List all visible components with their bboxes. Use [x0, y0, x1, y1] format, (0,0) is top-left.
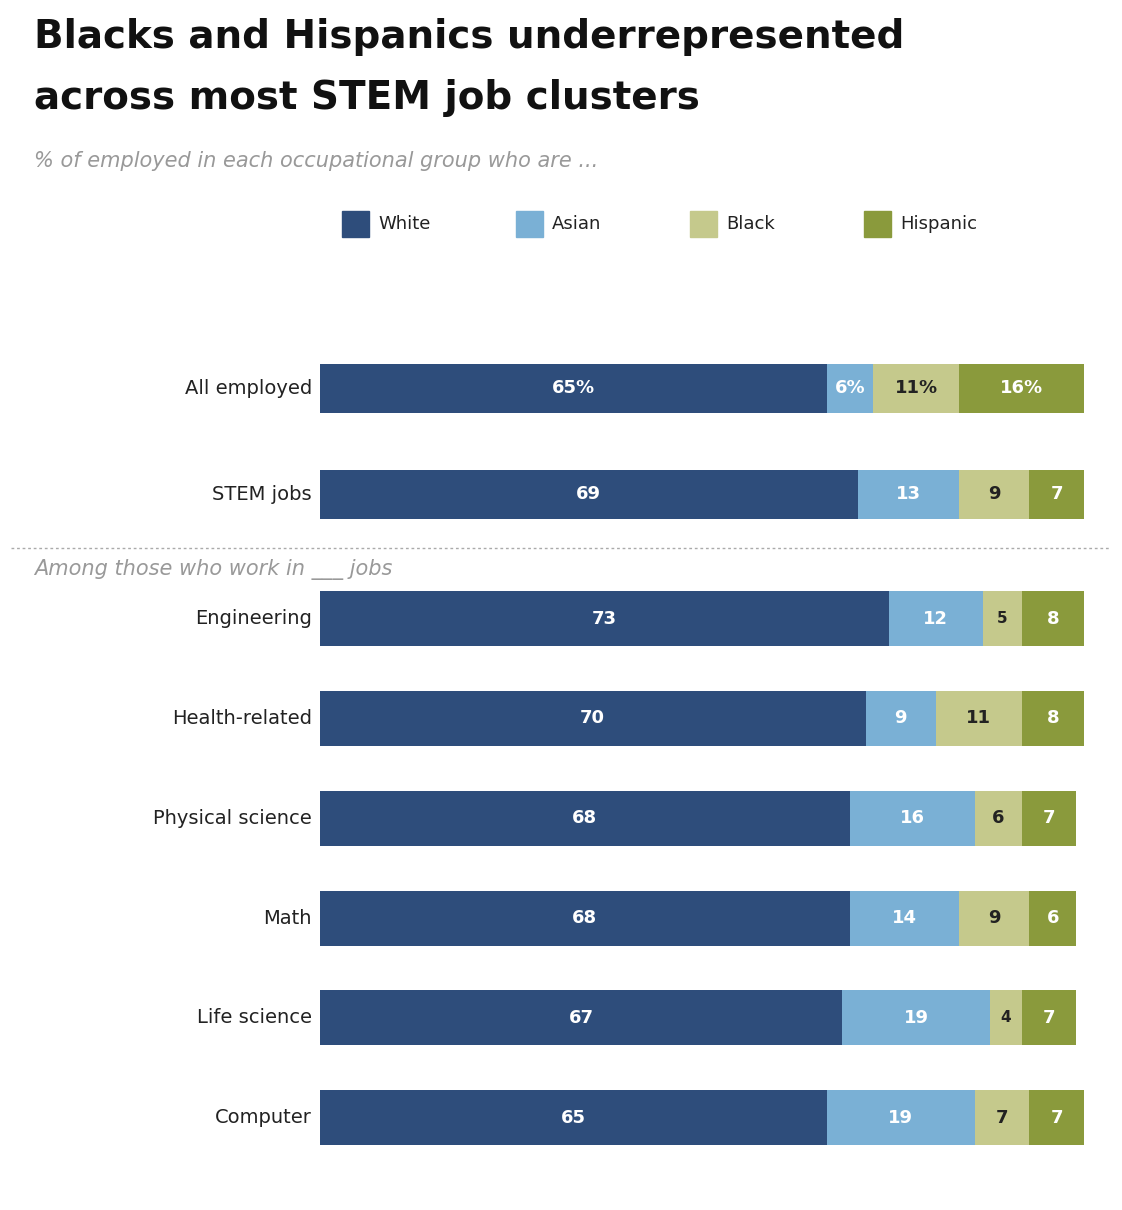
Text: 13: 13 — [896, 485, 921, 503]
Text: 7: 7 — [1050, 1108, 1063, 1127]
Text: 6: 6 — [992, 809, 1004, 828]
Bar — [1029, 891, 1076, 945]
Text: 8: 8 — [1047, 610, 1059, 628]
Text: Physical science: Physical science — [154, 808, 312, 828]
Bar — [320, 691, 865, 745]
Text: Blacks and Hispanics underrepresented: Blacks and Hispanics underrepresented — [34, 18, 904, 56]
Bar — [959, 891, 1029, 945]
Text: 16: 16 — [900, 809, 925, 828]
Bar — [1029, 1090, 1084, 1145]
Text: 7: 7 — [996, 1108, 1009, 1127]
Bar — [975, 1090, 1029, 1145]
Bar — [827, 1090, 975, 1145]
Text: Health-related: Health-related — [172, 709, 312, 728]
Bar — [320, 791, 850, 846]
Bar — [959, 469, 1029, 519]
Bar — [827, 364, 873, 413]
Bar — [975, 791, 1021, 846]
Text: 4: 4 — [1001, 1010, 1011, 1025]
Text: 14: 14 — [892, 909, 917, 927]
Text: 68: 68 — [572, 909, 597, 927]
Bar — [858, 469, 959, 519]
Text: 65: 65 — [561, 1108, 586, 1127]
Text: Engineering: Engineering — [195, 609, 312, 628]
Bar — [843, 991, 991, 1045]
Text: STEM jobs: STEM jobs — [212, 485, 312, 503]
Text: 6: 6 — [1047, 909, 1059, 927]
Text: Black: Black — [726, 215, 774, 232]
Bar — [991, 991, 1021, 1045]
Text: 68: 68 — [572, 809, 597, 828]
Text: 7: 7 — [1050, 485, 1063, 503]
Text: 69: 69 — [577, 485, 601, 503]
Text: Math: Math — [264, 909, 312, 928]
Text: 12: 12 — [923, 610, 948, 628]
Text: Among those who work in ___ jobs: Among those who work in ___ jobs — [34, 559, 392, 580]
Bar — [320, 592, 889, 646]
Bar — [850, 791, 975, 846]
Bar — [320, 891, 850, 945]
Text: 8: 8 — [1047, 709, 1059, 727]
Text: Life science: Life science — [197, 1008, 312, 1027]
Bar — [983, 592, 1021, 646]
Text: Computer: Computer — [215, 1108, 312, 1128]
Text: 9: 9 — [988, 485, 1001, 503]
Text: 9: 9 — [988, 909, 1001, 927]
Text: 6%: 6% — [835, 380, 865, 397]
Text: % of employed in each occupational group who are ...: % of employed in each occupational group… — [34, 151, 598, 172]
Text: 67: 67 — [569, 1009, 594, 1027]
Bar — [320, 991, 843, 1045]
Text: White: White — [378, 215, 431, 232]
Bar — [1021, 791, 1076, 846]
Text: 7: 7 — [1042, 1009, 1055, 1027]
Text: across most STEM job clusters: across most STEM job clusters — [34, 79, 699, 116]
Bar — [320, 469, 858, 519]
Bar — [936, 691, 1021, 745]
Text: 16%: 16% — [1000, 380, 1043, 397]
Text: 7: 7 — [1042, 809, 1055, 828]
Text: 19: 19 — [904, 1009, 929, 1027]
Bar — [873, 364, 959, 413]
Text: Hispanic: Hispanic — [900, 215, 977, 232]
Bar — [865, 691, 936, 745]
Text: 5: 5 — [996, 611, 1008, 626]
Bar — [1021, 991, 1076, 1045]
Bar — [850, 891, 959, 945]
Bar — [959, 364, 1084, 413]
Text: 11: 11 — [966, 709, 991, 727]
Text: 9: 9 — [894, 709, 907, 727]
Bar — [1029, 469, 1084, 519]
Bar — [320, 364, 827, 413]
Text: 73: 73 — [592, 610, 617, 628]
Bar — [1021, 691, 1084, 745]
Text: 65%: 65% — [552, 380, 595, 397]
Text: 11%: 11% — [894, 380, 938, 397]
Bar — [889, 592, 983, 646]
Text: 19: 19 — [889, 1108, 913, 1127]
Text: 70: 70 — [580, 709, 605, 727]
Text: Asian: Asian — [552, 215, 601, 232]
Bar — [1021, 592, 1084, 646]
Text: All employed: All employed — [185, 379, 312, 398]
Bar — [320, 1090, 827, 1145]
